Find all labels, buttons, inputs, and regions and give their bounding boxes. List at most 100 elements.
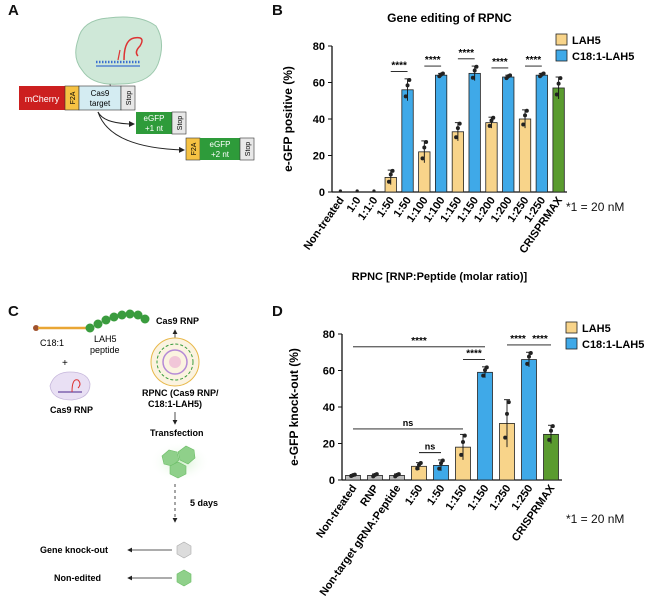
- chart-b-datapoint: [355, 189, 359, 193]
- chart-d-footnote: *1 = 20 nM: [566, 512, 625, 526]
- knockout-label: Gene knock-out: [40, 545, 108, 555]
- chart-b-significance-label: ****: [458, 48, 474, 59]
- chart-b-datapoint: [420, 156, 425, 161]
- chart-d-xtick-label: 1:50: [403, 483, 425, 508]
- panel-c-diagram: C18:1 LAH5 peptide + Cas9 RNP Cas9 RNP R…: [33, 309, 219, 587]
- chart-b-legend-swatch: [555, 33, 568, 46]
- egfp-plus2-block: [200, 138, 240, 160]
- chart-b-xtick-label: Non-treated: [302, 195, 347, 252]
- chart-d-ytick-label: 0: [329, 475, 335, 487]
- chart-d-datapoint: [505, 411, 509, 416]
- c18-label: C18:1: [40, 338, 64, 348]
- transfected-cells-illustration: [150, 442, 210, 482]
- cas9-rnp-illustration: [49, 371, 91, 401]
- stop3-block: [239, 137, 255, 161]
- chart-b-datapoint: [558, 76, 563, 81]
- chart-d-datapoint: [459, 452, 464, 457]
- f2a-2-label: F2A: [191, 142, 198, 155]
- cas9-protein-illustration: [75, 16, 162, 97]
- chart-b-footnote: *1 = 20 nM: [566, 200, 625, 214]
- chart-d-datapoint: [462, 433, 467, 438]
- stop2-label: Stop: [177, 116, 184, 131]
- chart-d-xtick-label: Non-treated: [314, 483, 359, 540]
- egfp-plus2-label-2: +2 nt: [211, 150, 230, 159]
- chart-b-datapoint: [386, 179, 391, 184]
- chart-d-legend-label: LAH5: [582, 323, 611, 335]
- chart-d-datapoint: [527, 354, 531, 359]
- stop-label: Stop: [126, 91, 133, 106]
- panel-letter-d: D: [272, 303, 283, 320]
- arrow-to-egfp2: [97, 111, 185, 153]
- chart-b-legend-label: C18:1-LAH5: [572, 51, 634, 63]
- egfp-plus1-block: [136, 112, 172, 134]
- chart-b-ytick-label: 20: [313, 151, 325, 163]
- chart-d-significance-label: ****: [510, 334, 526, 345]
- cas9-target-label-2: target: [90, 99, 111, 108]
- rpnc-label-1: RPNC (Cas9 RNP/: [142, 388, 219, 398]
- chart-b-ytick-label: 60: [313, 78, 325, 90]
- panel-a-diagram: mCherry F2A Cas9 target Stop eGFP +1 nt …: [19, 16, 255, 161]
- lah5-label-1: LAH5: [94, 334, 117, 344]
- chart-d-xtick-label: 1:250: [487, 483, 513, 513]
- mcherry-block: [19, 86, 65, 110]
- knockout-cell-icon: [176, 541, 192, 559]
- chart-b-legend-label: LAH5: [572, 35, 601, 47]
- chart-d-bar: [521, 359, 537, 481]
- chart-d-datapoint: [481, 373, 486, 378]
- egfp-plus1-label-2: +1 nt: [145, 124, 164, 133]
- chart-b-bar: [485, 122, 498, 193]
- egfp-plus2-label-1: eGFP: [210, 140, 231, 149]
- chart-b-bar: [518, 118, 532, 193]
- stop-block: [120, 85, 136, 111]
- cas9-rnp-top-label: Cas9 RNP: [156, 316, 199, 326]
- chart-b-datapoint: [541, 71, 546, 76]
- chart-d-legend-label: C18:1-LAH5: [582, 339, 644, 351]
- chart-d-ylabel: e-GFP knock-out (%): [287, 348, 301, 466]
- lah5-label-2: peptide: [90, 345, 120, 355]
- panel-letter-c: C: [8, 303, 19, 320]
- plus-sign: +: [62, 358, 68, 369]
- chart-d-datapoint: [547, 437, 552, 442]
- rpnc-nanoparticle-illustration: [150, 337, 200, 387]
- panel-letter-b: B: [272, 2, 283, 19]
- chart-b-datapoint: [474, 64, 479, 69]
- chart-d-ytick-label: 40: [323, 402, 335, 414]
- chart-b-datapoint: [556, 81, 561, 86]
- chart-d-datapoint: [506, 400, 511, 405]
- chart-d-ytick-label: 20: [323, 439, 335, 451]
- chart-d-significance-label: ****: [466, 349, 482, 360]
- chart-b-datapoint: [403, 94, 408, 99]
- chart-b-bar: [535, 74, 548, 193]
- chart-d-significance-label: ns: [403, 418, 414, 428]
- mcherry-label: mCherry: [25, 94, 60, 104]
- cas9-target-label-1: Cas9: [91, 89, 110, 98]
- nonedited-label: Non-edited: [54, 573, 101, 583]
- chart-d-xtick-label: 1:150: [443, 483, 469, 513]
- chart-b-datapoint: [457, 121, 462, 126]
- chart-d-xtick-label: 1:150: [465, 483, 491, 513]
- chart-d-datapoint: [528, 350, 533, 355]
- chart-b-ytick-label: 80: [313, 41, 325, 53]
- chart-b-significance-label: ****: [492, 57, 508, 68]
- chart-d-legend-swatch: [565, 321, 578, 334]
- chart-b-datapoint: [390, 168, 395, 173]
- chart-b-significance-label: ****: [391, 61, 407, 72]
- chart-b-datapoint: [554, 92, 559, 97]
- chart-b-datapoint: [405, 83, 410, 88]
- chart-b-bar: [434, 74, 448, 193]
- chart-d-datapoint: [549, 428, 553, 433]
- chart-d-datapoint: [396, 472, 401, 477]
- panel-letter-a: A: [8, 2, 19, 19]
- chart-d-datapoint: [374, 472, 379, 477]
- chart-d-datapoint: [550, 424, 555, 429]
- chart-b-bar: [552, 87, 565, 193]
- chart-b-datapoint: [521, 122, 526, 127]
- chart-b-bar: [401, 89, 414, 193]
- arrow-to-egfp1: [97, 111, 135, 127]
- chart-b-legend-swatch: [555, 49, 568, 62]
- chart-b-datapoint: [470, 75, 475, 80]
- chart-b-xtick-label: 1:50: [375, 195, 397, 220]
- chart-b-datapoint: [487, 123, 492, 128]
- chart-b-datapoint: [508, 73, 513, 78]
